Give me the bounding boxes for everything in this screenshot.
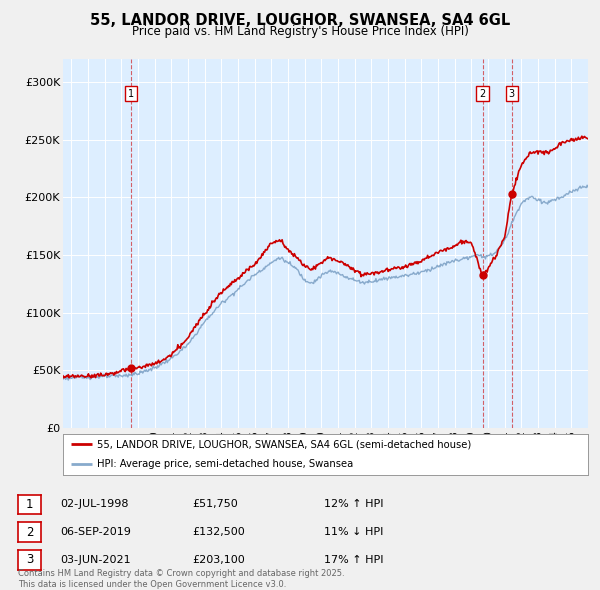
Text: 55, LANDOR DRIVE, LOUGHOR, SWANSEA, SA4 6GL: 55, LANDOR DRIVE, LOUGHOR, SWANSEA, SA4 … xyxy=(90,13,510,28)
Text: Contains HM Land Registry data © Crown copyright and database right 2025.
This d: Contains HM Land Registry data © Crown c… xyxy=(18,569,344,589)
Text: 3: 3 xyxy=(509,88,515,99)
Text: £203,100: £203,100 xyxy=(192,555,245,565)
Text: 3: 3 xyxy=(26,553,33,566)
Text: 1: 1 xyxy=(26,498,33,511)
Text: 06-SEP-2019: 06-SEP-2019 xyxy=(60,527,131,537)
Text: 11% ↓ HPI: 11% ↓ HPI xyxy=(324,527,383,537)
Text: 2: 2 xyxy=(26,526,33,539)
Text: £132,500: £132,500 xyxy=(192,527,245,537)
Text: 17% ↑ HPI: 17% ↑ HPI xyxy=(324,555,383,565)
Text: 03-JUN-2021: 03-JUN-2021 xyxy=(60,555,131,565)
Text: 02-JUL-1998: 02-JUL-1998 xyxy=(60,500,128,509)
Text: Price paid vs. HM Land Registry's House Price Index (HPI): Price paid vs. HM Land Registry's House … xyxy=(131,25,469,38)
Text: 55, LANDOR DRIVE, LOUGHOR, SWANSEA, SA4 6GL (semi-detached house): 55, LANDOR DRIVE, LOUGHOR, SWANSEA, SA4 … xyxy=(97,440,472,450)
Text: HPI: Average price, semi-detached house, Swansea: HPI: Average price, semi-detached house,… xyxy=(97,459,353,469)
Text: £51,750: £51,750 xyxy=(192,500,238,509)
Text: 2: 2 xyxy=(479,88,485,99)
Text: 12% ↑ HPI: 12% ↑ HPI xyxy=(324,500,383,509)
Text: 1: 1 xyxy=(128,88,134,99)
